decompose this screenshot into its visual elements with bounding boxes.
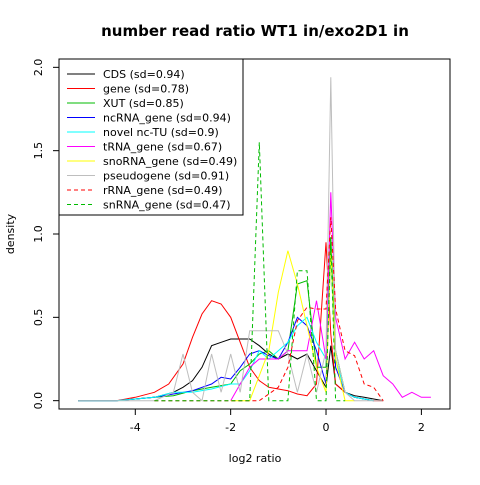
axes-layer: -4 -2 0 2 0.0 0.5 1.0 1.5 2.0 — [32, 59, 425, 434]
y-tick-label: 2.0 — [32, 59, 45, 77]
x-tick-label: 0 — [323, 421, 330, 434]
legend-box — [58, 58, 244, 216]
legend-label-3: ncRNA_gene (sd=0.94) — [103, 112, 231, 125]
series-layer — [78, 77, 431, 402]
chart-title: number read ratio WT1 in/exo2D1 in — [101, 22, 409, 40]
x-axis-label: log2 ratio — [229, 452, 282, 465]
series-line-6 — [230, 250, 355, 402]
series-line-9 — [154, 142, 346, 402]
x-tick-label: -2 — [225, 421, 236, 434]
series-line-1 — [78, 242, 384, 402]
legend-label-0: CDS (sd=0.94) — [103, 68, 185, 81]
legend-label-1: gene (sd=0.78) — [103, 83, 189, 96]
x-tick-label: 2 — [418, 421, 425, 434]
legend-label-4: novel nc-TU (sd=0.9) — [103, 126, 219, 139]
legend-label-6: snoRNA_gene (sd=0.49) — [103, 155, 237, 168]
y-tick-label: 0.5 — [32, 309, 45, 327]
series-line-5 — [230, 192, 431, 401]
series-line-7 — [78, 77, 384, 402]
series-line-8 — [154, 217, 384, 402]
legend: CDS (sd=0.94) gene (sd=0.78)XUT (sd=0.85)… — [58, 58, 244, 216]
legend-label-8: rRNA_gene (sd=0.49) — [103, 184, 222, 197]
y-tick-label: 1.5 — [32, 142, 45, 160]
legend-label-5: tRNA_gene (sd=0.67) — [103, 141, 222, 154]
legend-label-2: XUT (sd=0.85) — [103, 97, 184, 110]
legend-label-9: snRNA_gene (sd=0.47) — [103, 199, 231, 212]
x-tick-label: -4 — [130, 421, 141, 434]
y-axis-label: density — [4, 213, 17, 254]
y-tick-label: 0.0 — [32, 392, 45, 410]
series-line-3 — [78, 250, 374, 402]
legend-label-7: pseudogene (sd=0.91) — [103, 170, 229, 183]
y-tick-label: 1.0 — [32, 225, 45, 243]
